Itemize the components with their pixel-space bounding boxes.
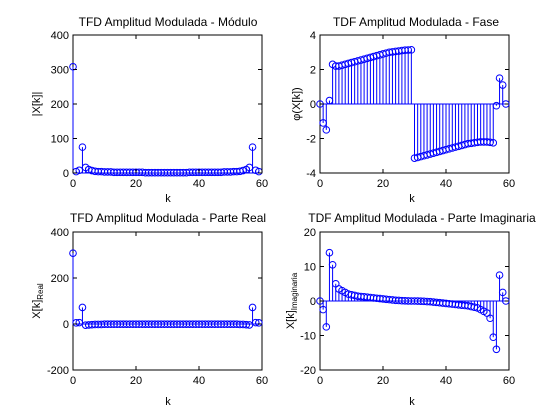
x-tick-label: 40: [440, 178, 452, 190]
panel-4-ylabel-main: X[k]: [285, 310, 297, 329]
panel-3-xlabel: k: [165, 396, 171, 408]
panel-2-xlabel: k: [409, 193, 415, 205]
panel-4-ylabel-sub: Imaginaria: [290, 272, 299, 310]
y-tick-label: -2: [306, 134, 316, 146]
panel-4-ylabel: X[k]Imaginaria: [285, 272, 299, 329]
y-tick-label: 10: [304, 262, 316, 274]
panel-2-title: TDF Amplitud Modulada - Fase: [333, 15, 499, 29]
x-tick-label: 0: [70, 178, 76, 190]
panel-1-ylabel: |X[k]|: [31, 92, 43, 117]
panel-3-axes: [72, 231, 263, 371]
x-tick-label: 40: [440, 375, 452, 387]
panel-3-title: TFD Amplitud Modulada - Parte Real: [70, 211, 266, 225]
stem-marker: [502, 297, 510, 305]
x-tick-label: 40: [193, 178, 205, 190]
x-tick-label: 60: [503, 375, 515, 387]
panel-2-marks: [316, 46, 510, 162]
x-tick-label: 0: [317, 375, 323, 387]
x-tick-label: 20: [377, 178, 389, 190]
stem-marker: [322, 323, 331, 331]
y-tick-label: 2: [310, 65, 316, 77]
stem-marker: [251, 318, 260, 327]
x-tick-label: 20: [130, 375, 142, 387]
y-tick-label: 0: [310, 99, 316, 111]
y-tick-label: 100: [51, 134, 69, 146]
y-tick-label: 400: [51, 30, 69, 42]
x-tick-label: 0: [317, 178, 323, 190]
stem-marker: [502, 100, 510, 108]
panel-fase: TDF Amplitud Modulada - Fase φ(X[k]) k 0…: [291, 15, 515, 205]
y-tick-label: 20: [304, 227, 316, 239]
panel-1-title: TFD Amplitud Modulada - Módulo: [79, 15, 258, 29]
stem-marker: [492, 101, 501, 110]
y-tick-label: 0: [63, 168, 69, 180]
y-tick-label: 0: [63, 319, 69, 331]
panel-3-ylabel: X[k]Real: [31, 283, 45, 319]
y-tick-label: -4: [306, 168, 316, 180]
stem-marker: [69, 62, 77, 71]
stem-marker: [322, 126, 331, 134]
x-tick-label: 60: [256, 375, 268, 387]
panel-parte-real: TFD Amplitud Modulada - Parte Real X[k]R…: [31, 211, 268, 408]
stem-marker: [248, 143, 257, 151]
panel-1-marks: [69, 62, 263, 177]
panel-4-ticks: 0 20 40 60 -20 -10 0 10 20: [300, 227, 515, 387]
panel-1-xlabel: k: [165, 193, 171, 205]
stem-marker: [255, 319, 263, 327]
stem-marker: [69, 249, 77, 257]
panel-2-ylabel: φ(X[k]): [291, 87, 303, 120]
panel-1-ticks: 0 20 40 60 0 100 200 300 400: [51, 30, 268, 190]
stem-marker: [492, 345, 501, 354]
stem-marker: [495, 74, 504, 82]
panel-4-marks: [316, 248, 510, 354]
y-tick-label: -200: [47, 365, 69, 377]
y-tick-label: 300: [51, 65, 69, 77]
stem-marker: [495, 271, 504, 279]
y-tick-label: -10: [300, 331, 316, 343]
stem-marker: [407, 46, 416, 54]
y-tick-label: 400: [51, 227, 69, 239]
stem-marker: [248, 303, 257, 312]
y-tick-label: 0: [310, 296, 316, 308]
stem-marker: [498, 81, 507, 89]
panel-3-marks: [69, 249, 263, 329]
stem-marker: [498, 288, 507, 297]
panel-2-ticks: 0 20 40 60 -4 -2 0 2 4: [306, 30, 515, 190]
x-tick-label: 0: [70, 375, 76, 387]
y-tick-label: 200: [51, 99, 69, 111]
stem-marker: [328, 260, 337, 269]
stem-marker: [78, 143, 87, 151]
panel-parte-imaginaria: TDF Amplitud Modulada - Parte Imaginaria…: [285, 211, 536, 408]
y-tick-label: 4: [310, 30, 316, 42]
panel-4-xlabel: k: [409, 396, 415, 408]
x-tick-label: 60: [503, 178, 515, 190]
panel-3-ylabel-sub: Real: [36, 283, 45, 300]
y-tick-label: 200: [51, 273, 69, 285]
panel-3-ylabel-main: X[k]: [31, 300, 43, 319]
x-tick-label: 40: [193, 375, 205, 387]
x-tick-label: 60: [256, 178, 268, 190]
stem-marker: [489, 139, 498, 147]
panel-modulo: TFD Amplitud Modulada - Módulo |X[k]| k …: [31, 15, 268, 205]
stem-marker: [325, 248, 334, 257]
y-tick-label: -20: [300, 365, 316, 377]
x-tick-label: 20: [130, 178, 142, 190]
stem-marker: [78, 303, 87, 312]
x-tick-label: 20: [377, 375, 389, 387]
panel-1-axes: [72, 34, 263, 174]
panel-4-title: TDF Amplitud Modulada - Parte Imaginaria: [308, 211, 536, 225]
